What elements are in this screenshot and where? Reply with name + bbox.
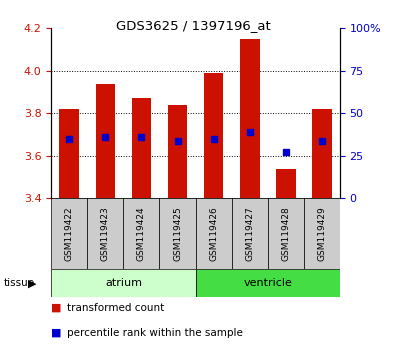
Text: tissue: tissue (4, 278, 35, 288)
Text: ▶: ▶ (28, 278, 36, 288)
Text: atrium: atrium (105, 278, 142, 288)
Bar (267, 198, 304, 269)
Bar (51, 198, 87, 269)
Bar (96, 84, 115, 198)
Bar (160, 198, 196, 269)
Bar (304, 198, 340, 269)
Bar (51, 269, 196, 297)
Text: ■: ■ (51, 328, 62, 338)
Bar (132, 98, 151, 198)
Text: ■: ■ (51, 303, 62, 313)
Text: percentile rank within the sample: percentile rank within the sample (67, 328, 243, 338)
Bar (87, 198, 123, 269)
Bar (276, 169, 295, 198)
Text: GSM119422: GSM119422 (65, 206, 74, 261)
Text: GSM119423: GSM119423 (101, 206, 110, 261)
Text: transformed count: transformed count (67, 303, 164, 313)
Bar (123, 198, 160, 269)
Text: GSM119428: GSM119428 (281, 206, 290, 261)
Bar (196, 269, 340, 297)
Text: GDS3625 / 1397196_at: GDS3625 / 1397196_at (116, 19, 271, 33)
Bar (240, 39, 260, 198)
Bar (204, 73, 224, 198)
Bar (167, 105, 187, 198)
Bar (312, 109, 331, 198)
Bar (196, 198, 231, 269)
Text: GSM119426: GSM119426 (209, 206, 218, 261)
Bar (231, 198, 267, 269)
Text: GSM119427: GSM119427 (245, 206, 254, 261)
Text: GSM119429: GSM119429 (317, 206, 326, 261)
Text: GSM119424: GSM119424 (137, 206, 146, 261)
Bar (60, 109, 79, 198)
Text: ventricle: ventricle (243, 278, 292, 288)
Text: GSM119425: GSM119425 (173, 206, 182, 261)
